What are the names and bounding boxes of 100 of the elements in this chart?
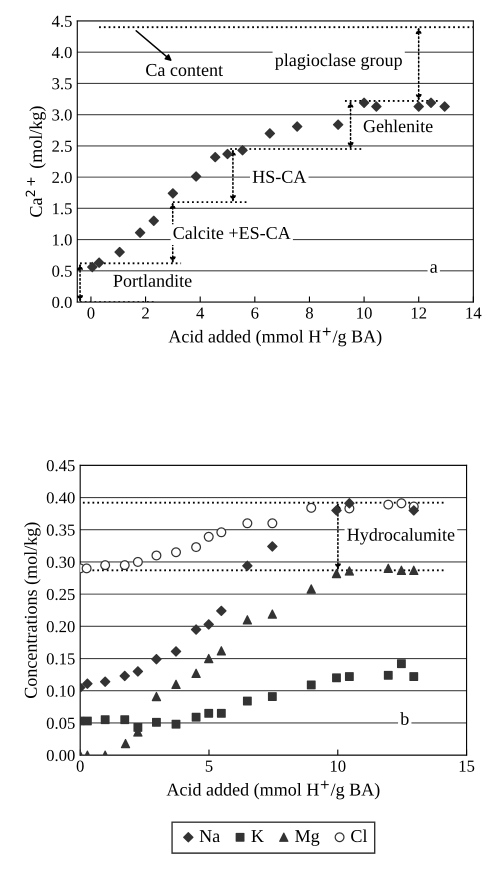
point [409,566,418,575]
point [87,262,98,272]
y-tick-label: 0.45 [46,460,75,472]
y-tick-label: 1.5 [53,203,72,214]
point [132,556,143,567]
point [152,718,161,727]
point [210,152,220,162]
x-tick-label: 8 [306,307,313,319]
point [344,566,354,576]
point [306,502,316,513]
y-tick-label: 0.35 [46,524,75,536]
point [383,500,394,510]
point [132,666,144,677]
point [267,518,278,528]
point [384,670,393,680]
legend-label: Ca content [146,64,223,76]
point [120,738,130,748]
x-tick-label: 10 [357,307,372,319]
point [133,723,142,732]
point [100,676,110,687]
point [216,646,226,656]
point [190,171,202,182]
x-tick-label: 0 [76,760,84,772]
annotation: Hydrocalumite [347,528,454,545]
y-tick-label: 0.05 [46,718,75,729]
y-axis-title: Ca$^{2+}$ (mol/kg) [26,106,46,217]
point [152,692,162,702]
point [120,715,130,724]
y-tick-label: 0.15 [46,653,75,665]
y-tick-label: 0.5 [52,266,72,277]
y-tick-label: 4.0 [52,46,72,58]
point [267,541,278,552]
point [332,568,342,578]
legend-label: K [251,830,264,842]
point [100,560,110,570]
point [216,708,226,718]
point [204,532,214,542]
annotation: a [430,264,438,273]
x-tick-label: 0 [87,307,94,319]
point [170,547,182,558]
point [204,654,214,664]
point [331,505,342,516]
x-tick-label: 2 [142,307,149,318]
x-tick-label: 6 [251,307,258,319]
point [114,246,125,258]
y-tick-label: 0.00 [46,750,75,762]
y-tick-label: 0.40 [46,492,75,504]
x-tick-label: 5 [206,760,212,772]
point [242,560,253,572]
x-axis-title: Acid added (mmol H$^{+}$/g BA) [166,780,380,800]
y-axis-title: Concentrations (mol/kg) [24,522,41,698]
point [396,566,406,575]
point [170,646,182,657]
annotation: HS-CA [252,170,306,183]
point [396,498,406,508]
point [344,498,355,509]
point [82,716,92,726]
legend-label: Na [200,830,220,842]
point [82,678,93,689]
annotation: Calcite +ES-CA [173,226,291,240]
y-tick-label: 0.25 [46,588,75,600]
point [268,609,278,619]
point [413,101,424,112]
point [306,680,316,690]
point [191,542,202,552]
x-axis-title: Acid added (mmol H$^{+}$/g BA) [168,328,382,346]
y-tick-label: 2.5 [52,140,72,152]
y-tick-label: 1.0 [53,234,72,246]
point [264,128,276,139]
x-tick-label: 4 [196,308,204,318]
y-tick-label: 3.0 [52,109,72,121]
point [242,518,252,528]
point [344,672,354,681]
point [396,659,406,668]
point [172,720,180,729]
point [268,692,277,701]
point [203,619,214,630]
legend-label: Mg [295,830,320,846]
point [306,584,316,594]
point [426,98,436,108]
annotation: Portlandite [113,274,192,287]
annotation: plagioclase group [275,54,402,70]
x-tick-label: 14 [466,307,482,318]
point [120,560,130,570]
point [82,563,92,574]
x-tick-label: 10 [330,760,346,772]
point [371,101,382,112]
point [216,606,227,616]
point [292,121,302,132]
point [192,712,201,722]
point [439,101,450,112]
point [242,696,252,706]
point [409,672,418,681]
point [190,624,202,635]
point [384,564,393,574]
point [151,550,162,560]
x-tick-label: 15 [460,760,474,772]
point [204,708,214,718]
y-tick-label: 0.0 [52,296,72,308]
point [148,216,159,226]
